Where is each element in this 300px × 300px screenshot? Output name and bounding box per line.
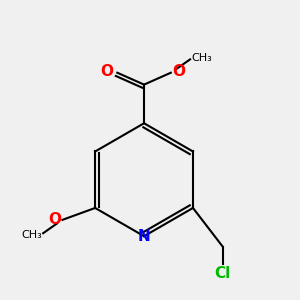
Text: O: O	[48, 212, 61, 227]
Text: O: O	[101, 64, 114, 79]
Text: N: N	[138, 229, 150, 244]
Text: CH₃: CH₃	[21, 230, 42, 240]
Text: Cl: Cl	[214, 266, 231, 281]
Text: O: O	[172, 64, 185, 79]
Text: CH₃: CH₃	[192, 53, 212, 63]
